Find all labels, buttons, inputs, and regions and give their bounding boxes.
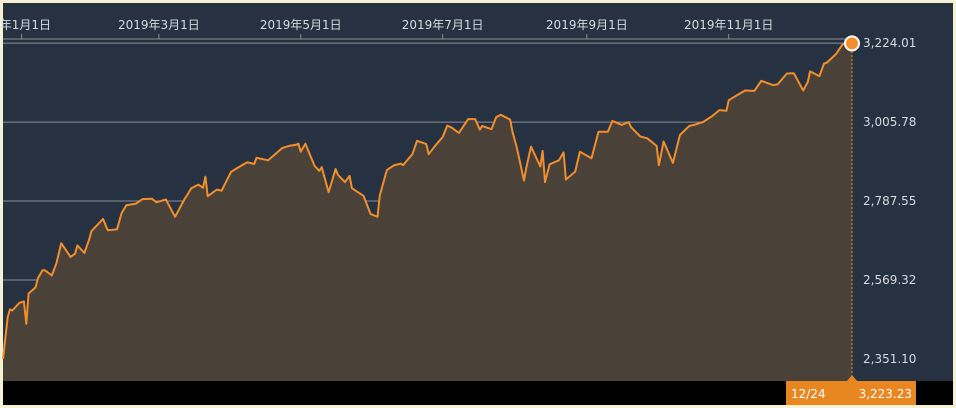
x-tick-label: 2019年7月1日 (402, 18, 484, 32)
x-tick-label: 2019年3月1日 (118, 18, 200, 32)
last-value-pointer (847, 375, 857, 381)
last-point-marker[interactable] (844, 35, 860, 52)
y-tick-label: 3,224.01 (863, 36, 916, 50)
series-line (2, 42, 853, 360)
y-tick-labels: 2,351.10 2,569.32 2,787.55 3,005.78 3,224.01 (863, 36, 916, 366)
y-tick-label: 2,351.10 (863, 352, 916, 366)
last-value-label: 3,223.23 (859, 387, 912, 401)
x-tick-label: 2019年9月1日 (546, 18, 628, 32)
x-tick-label: 9年1月1日 (0, 18, 51, 32)
y-tick-label: 2,787.55 (863, 194, 916, 208)
y-tick-label: 3,005.78 (863, 115, 916, 129)
area-fill (3, 43, 852, 382)
x-tick-label: 2019年5月1日 (260, 18, 342, 32)
last-value-badge (786, 381, 916, 405)
last-date-label: 12/24 (791, 387, 826, 401)
x-tick-label: 2019年11月1日 (684, 18, 773, 32)
x-tick-labels: 9年1月1日 2019年3月1日 2019年5月1日 2019年7月1日 2019年9月… (0, 18, 773, 39)
y-tick-label: 2,569.32 (863, 273, 916, 287)
